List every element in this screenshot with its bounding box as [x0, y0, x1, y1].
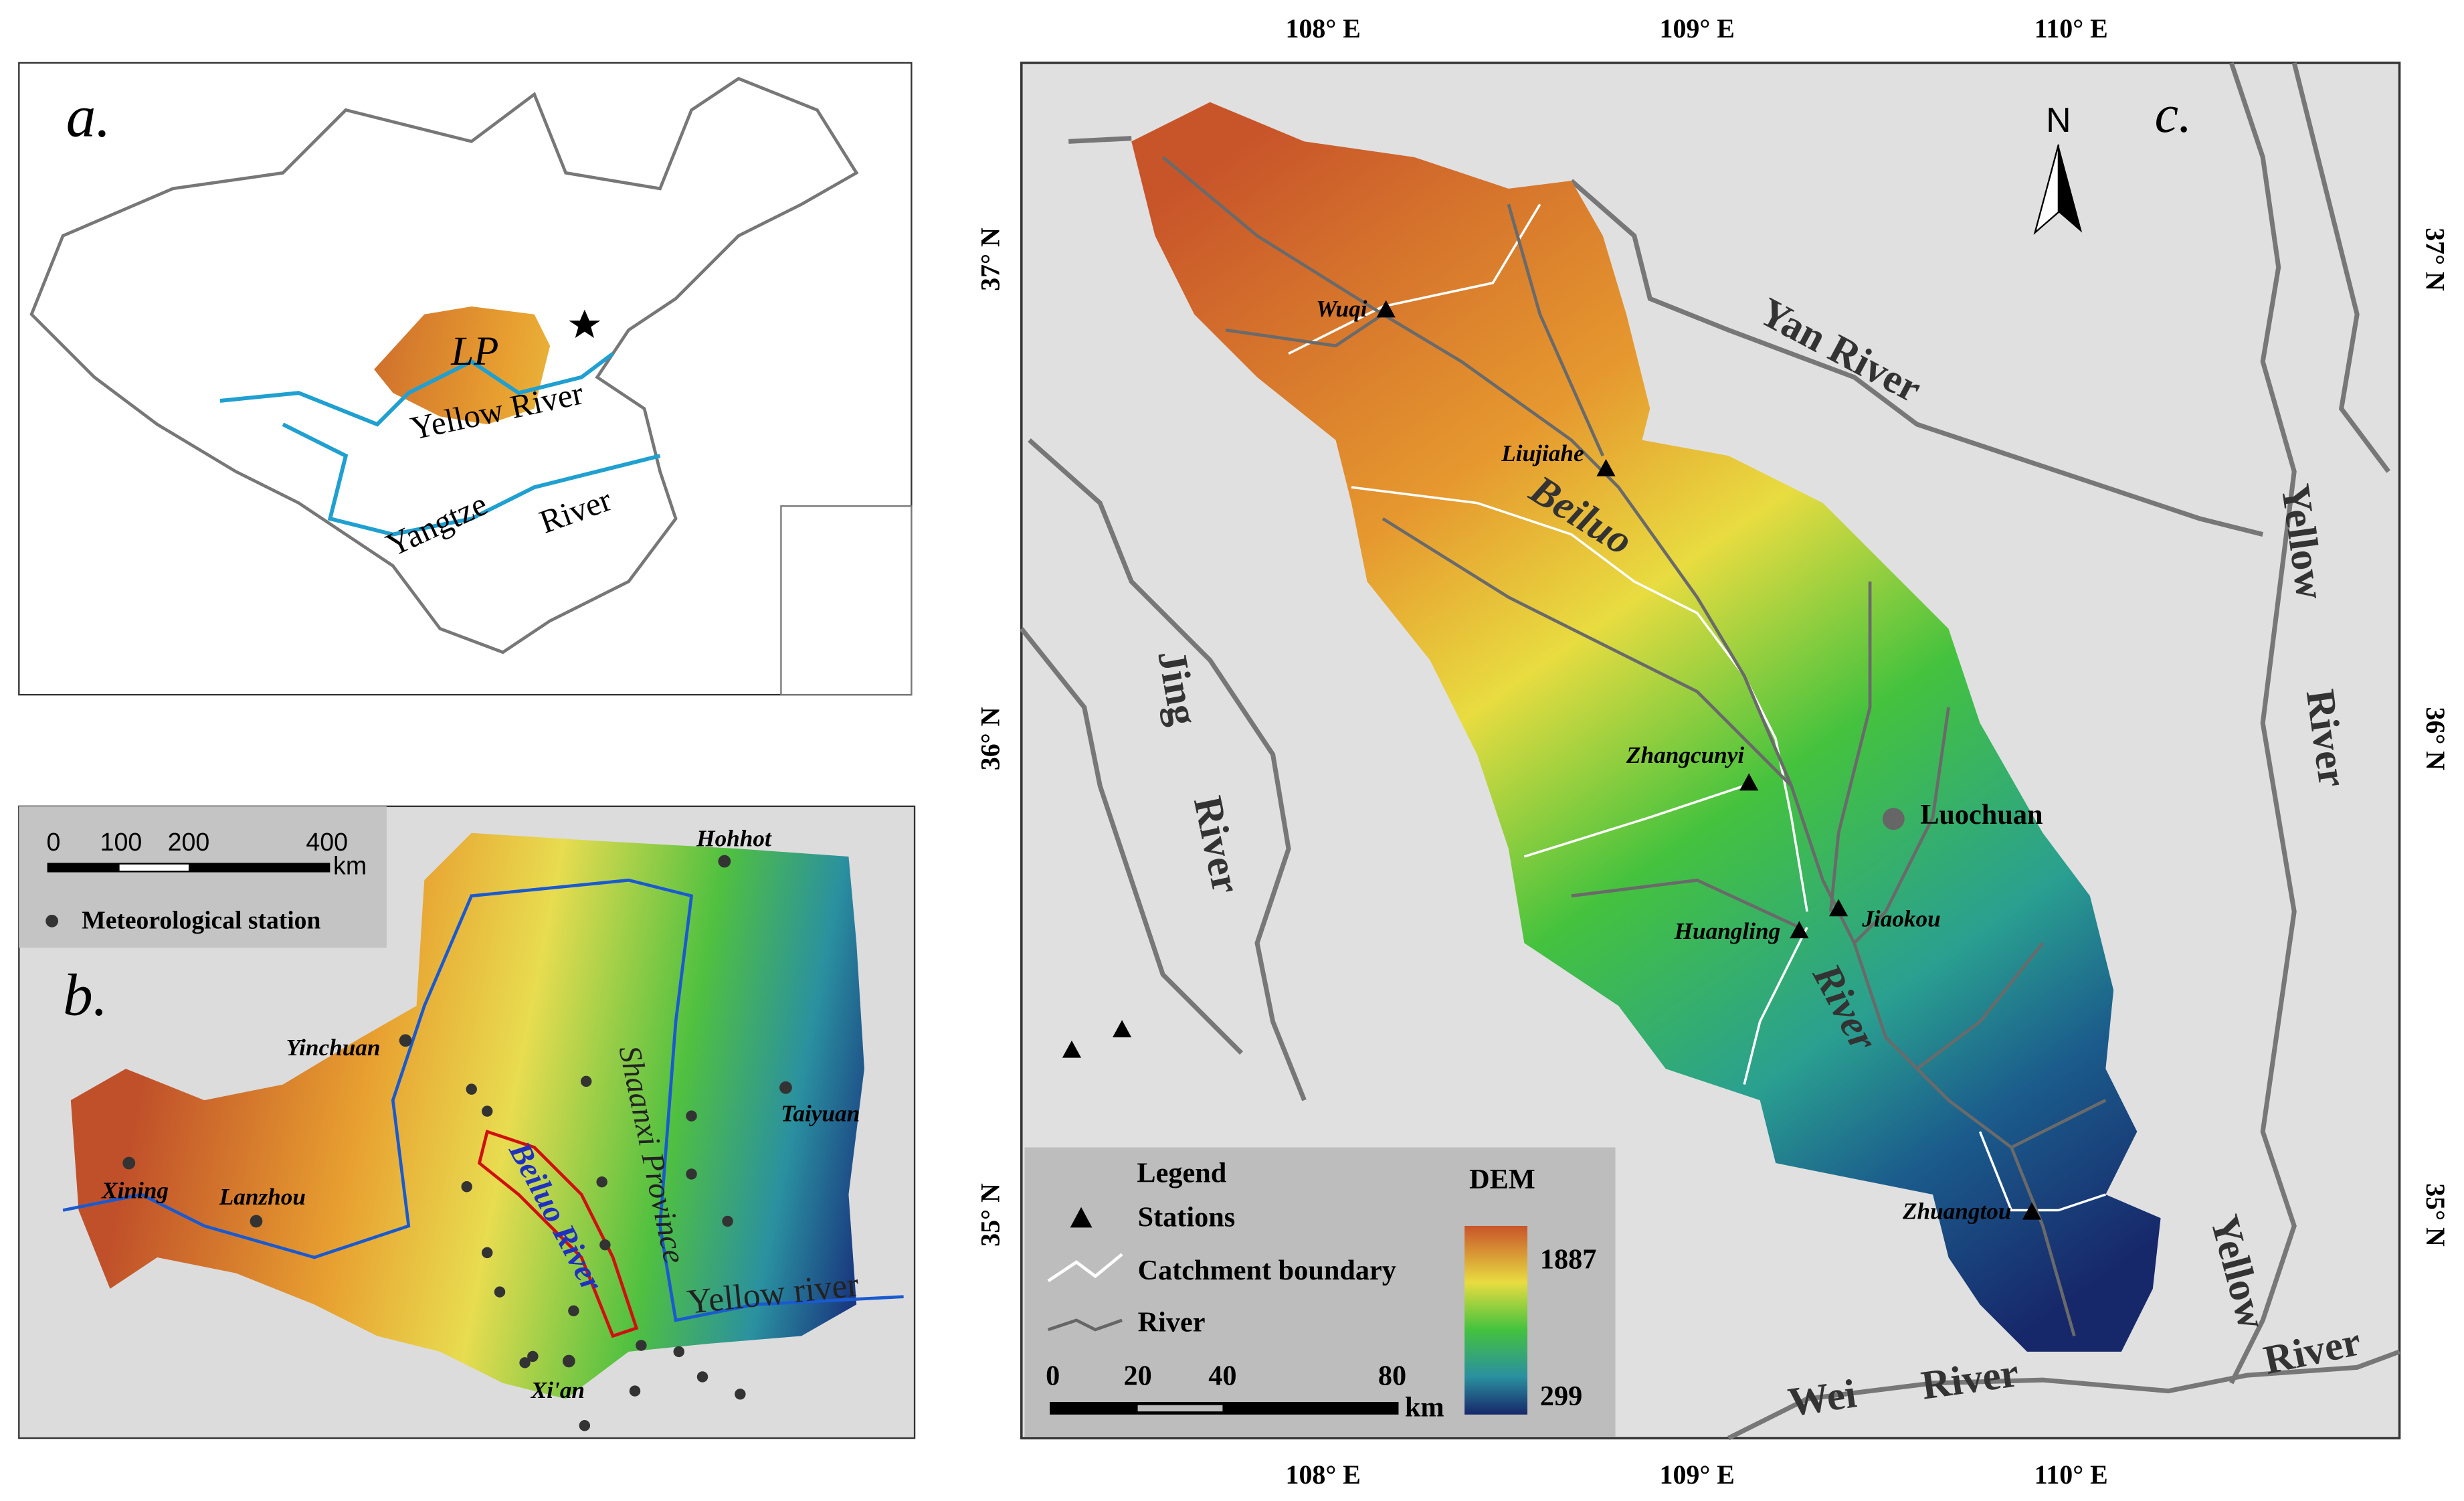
plateau-label: LP [450, 329, 498, 374]
panel-c: Wuqi Liujiahe Zhangcunyi Jiaokou Huangli… [975, 13, 2451, 1490]
station-label: Zhuangtou [1902, 1198, 2011, 1224]
scale-bar [1137, 1405, 1223, 1412]
lat-label: 36° N [975, 707, 1006, 770]
star [569, 309, 601, 338]
legend-symbol [1070, 1207, 1093, 1228]
city-label: Lanzhou [219, 1184, 306, 1210]
basin-rivers [1161, 156, 2107, 1337]
outer-rivers [1020, 62, 2400, 1441]
scale-tick: 0 [1046, 1360, 1060, 1392]
scale-bar [1050, 1402, 1399, 1415]
scale-tick: 80 [1378, 1360, 1406, 1392]
scale-tick: 100 [100, 828, 143, 856]
station-label: Huangling [1674, 918, 1781, 944]
lon-label: 108° E [1286, 1460, 1361, 1490]
lon-label: 109° E [1660, 1460, 1735, 1490]
yellow-river-line [219, 352, 614, 427]
lat-label: 35° N [2421, 1183, 2451, 1247]
scale-tick: 20 [1123, 1360, 1151, 1392]
legend-text: River [1138, 1307, 1206, 1338]
station-label: Jiaokou [1861, 905, 1940, 932]
city-label: Yinchuan [286, 1035, 381, 1061]
lon-label: 108° E [1286, 13, 1361, 43]
yellow-river-line [62, 878, 904, 1322]
dem-title: DEM [1469, 1164, 1535, 1195]
station-triangles [1062, 300, 2042, 1220]
panel-label: a. [66, 84, 111, 150]
yangtze-line [282, 422, 661, 537]
lon-label: 110° E [2034, 13, 2108, 43]
panel-label: c. [2155, 85, 2192, 144]
inset [780, 505, 913, 696]
station-label: Zhangcunyi [1626, 742, 1744, 768]
scale-unit: km [1405, 1391, 1444, 1423]
city-label: Luochuan [1920, 799, 2043, 830]
city-symbol [1882, 808, 1905, 830]
lat-label: 35° N [975, 1183, 1006, 1247]
scale-tick: 40 [1208, 1360, 1236, 1392]
city-label: Xining [101, 1178, 169, 1204]
panel-a: a. LP Yellow River Yangtze River [18, 62, 913, 696]
lon-label: 109° E [1660, 13, 1735, 43]
beiluo-basin [1131, 102, 2161, 1352]
city-label: Xi'an [531, 1377, 585, 1403]
city-label: Hohhot [696, 826, 772, 852]
scale-unit: km [333, 851, 367, 879]
station-label: Wuqi [1316, 296, 1367, 322]
legend-symbol [1047, 1318, 1123, 1332]
river-label: Wei [1786, 1371, 1859, 1425]
lon-label: 110° E [2034, 1460, 2108, 1490]
stations [122, 855, 792, 1431]
lat-label: 37° N [2421, 228, 2451, 291]
lat-label: 36° N [2421, 707, 2451, 771]
station-symbol [45, 914, 59, 928]
dem-label: 299 [1540, 1381, 1582, 1412]
scale-tick: 0 [47, 828, 61, 856]
scale-bar [119, 864, 189, 871]
lat-label: 37° N [975, 228, 1006, 291]
legend-symbol [1047, 1253, 1123, 1283]
legend-text: Stations [1138, 1201, 1236, 1233]
beiluo-boundary [477, 1130, 639, 1338]
legend-box [19, 806, 387, 948]
scale-tick: 400 [306, 828, 348, 856]
panel-label: b. [63, 962, 108, 1029]
dem-colorbar [1464, 1225, 1528, 1415]
station-label: Liujiahe [1501, 440, 1584, 466]
scale-tick: 200 [168, 828, 210, 856]
panel-b: 0 100 200 400 km Meteorological station … [18, 805, 916, 1439]
north-label: N [2046, 100, 2071, 139]
legend-text: Catchment boundary [1138, 1255, 1396, 1286]
legend-text: Meteorological station [82, 907, 320, 934]
dem-label: 1887 [1540, 1244, 1597, 1275]
city-label: Taiyuan [781, 1101, 860, 1127]
legend-title: Legend [1137, 1158, 1226, 1189]
